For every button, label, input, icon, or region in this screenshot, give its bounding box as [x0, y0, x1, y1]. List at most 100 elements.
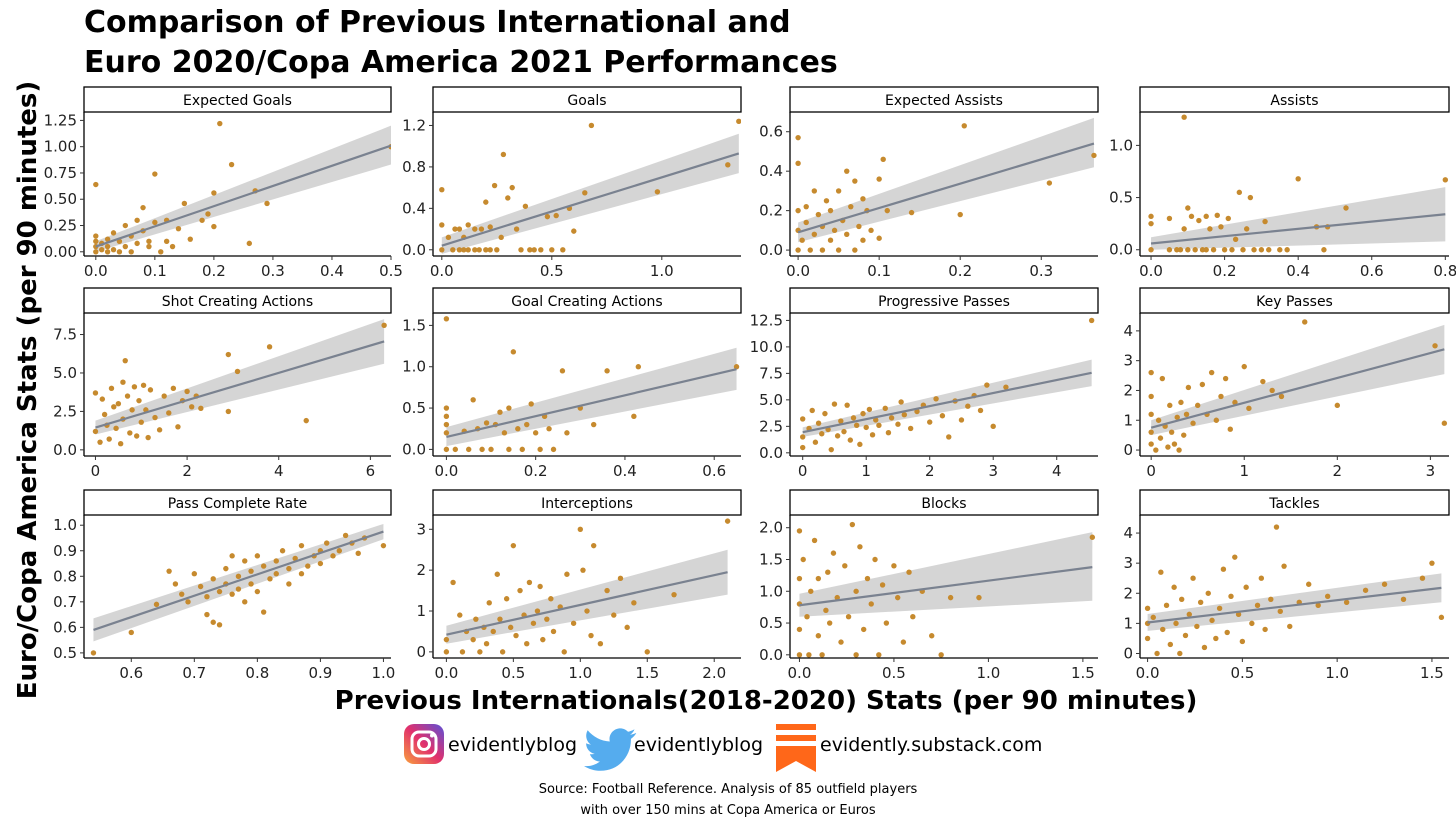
data-point — [1441, 420, 1448, 426]
y-tick-label: 0.50 — [44, 190, 77, 208]
data-point — [604, 368, 610, 374]
data-point — [830, 550, 837, 556]
data-point — [1163, 602, 1170, 609]
panel-strip — [432, 287, 742, 314]
data-point — [210, 576, 216, 582]
data-point — [1186, 611, 1192, 618]
data-point — [570, 620, 577, 626]
data-point — [984, 382, 990, 388]
x-tick-label: 0 — [798, 462, 808, 480]
data-point — [170, 385, 177, 392]
data-point — [550, 628, 557, 635]
y-tick-label: 3 — [1123, 352, 1133, 370]
x-tick-label: 0.0 — [84, 262, 108, 280]
data-point — [494, 571, 500, 577]
regression-line — [797, 142, 1095, 234]
data-point — [267, 576, 273, 582]
data-point — [796, 575, 803, 582]
data-point — [188, 404, 195, 410]
data-point — [117, 440, 124, 447]
data-point — [439, 247, 445, 253]
data-point — [548, 596, 554, 602]
data-point — [863, 424, 869, 431]
data-point — [831, 401, 838, 407]
data-point — [210, 619, 216, 625]
data-point — [538, 247, 544, 253]
data-point — [537, 446, 543, 453]
data-point — [483, 199, 489, 205]
data-point — [631, 600, 637, 606]
panel-plot-area — [795, 117, 1097, 253]
data-point — [146, 243, 152, 250]
substack-icon — [776, 724, 816, 772]
data-point — [1190, 420, 1196, 426]
data-point — [532, 430, 539, 436]
data-point — [876, 422, 882, 428]
data-point — [266, 344, 273, 350]
y-tick-label: 1.5 — [402, 316, 426, 334]
data-point — [811, 231, 818, 238]
data-point — [443, 413, 450, 420]
data-point — [1181, 226, 1187, 232]
data-point — [1158, 569, 1164, 575]
y-tick-label: 3 — [416, 520, 426, 538]
substack-link[interactable]: evidently.substack.com — [776, 724, 1042, 772]
y-tick-label: 0.6 — [53, 618, 77, 636]
panel-strip — [789, 489, 1099, 516]
data-point — [1249, 620, 1255, 627]
y-tick-label: 0.25 — [44, 217, 77, 235]
y-tick-label: 0.4 — [402, 199, 426, 217]
data-point — [1236, 189, 1243, 196]
data-point — [857, 441, 863, 448]
data-point — [809, 407, 815, 414]
data-point — [225, 351, 232, 358]
data-point — [497, 616, 503, 622]
x-tick-label: 0.2 — [948, 262, 972, 280]
data-point — [1306, 581, 1312, 587]
twitter-link[interactable]: evidentlyblog — [584, 728, 763, 771]
data-point — [800, 434, 806, 440]
data-point — [879, 582, 886, 588]
data-point — [472, 226, 478, 232]
data-point — [1220, 566, 1227, 572]
data-point — [1343, 599, 1350, 606]
data-point — [513, 226, 520, 232]
data-point — [804, 613, 810, 620]
y-tick-label: 0.0 — [1109, 241, 1133, 259]
regression-line — [441, 152, 740, 247]
panel-strip — [1139, 489, 1450, 516]
data-point — [205, 211, 211, 217]
panel-title: Assists — [1270, 93, 1318, 109]
regression-line — [95, 144, 391, 248]
data-point — [476, 247, 482, 253]
data-point — [140, 382, 147, 388]
panel-title: Pass Complete Rate — [168, 496, 307, 512]
instagram-link[interactable]: evidentlyblog — [404, 724, 577, 764]
data-point — [524, 641, 530, 647]
data-point — [1157, 435, 1164, 441]
data-point — [882, 405, 888, 412]
data-point — [439, 186, 445, 193]
x-tick-label: 0.6 — [1360, 262, 1384, 280]
panel-plot-area — [93, 120, 391, 255]
data-point — [906, 569, 912, 575]
data-point — [624, 624, 630, 631]
x-axis-title: Previous Internationals(2018-2020) Stats… — [335, 686, 1198, 716]
data-point — [503, 596, 510, 602]
data-point — [559, 368, 566, 374]
data-point — [235, 586, 242, 592]
y-tick-label: 0.5 — [1109, 189, 1133, 207]
data-point — [884, 207, 890, 214]
data-point — [342, 532, 349, 539]
data-point — [852, 247, 858, 253]
data-point — [1241, 363, 1247, 370]
data-point — [93, 181, 99, 188]
data-point — [1192, 247, 1198, 253]
data-point — [530, 620, 537, 626]
data-point — [796, 626, 803, 633]
data-point — [443, 405, 450, 411]
data-point — [317, 560, 324, 567]
panel-strip — [83, 86, 392, 113]
panel-strip — [83, 287, 392, 314]
y-tick-label: 0.5 — [402, 399, 426, 417]
